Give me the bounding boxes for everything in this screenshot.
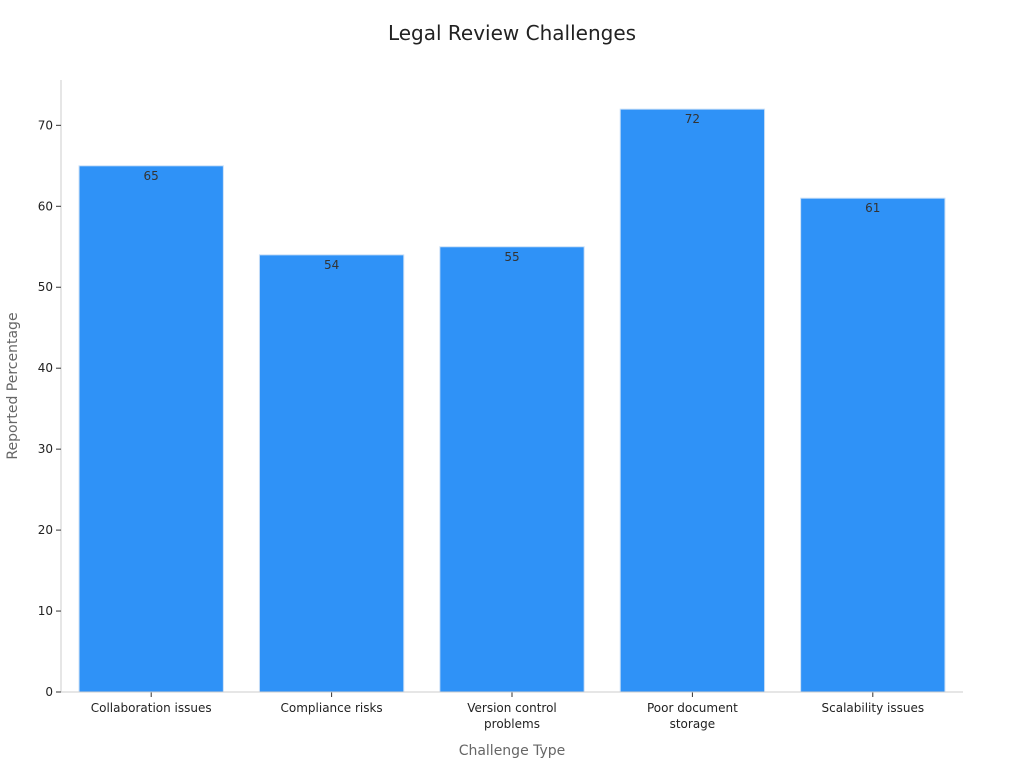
x-axis-label: Challenge Type <box>459 743 566 759</box>
x-tick-label: Scalability issues <box>822 701 925 715</box>
y-tick-label: 20 <box>38 523 53 537</box>
y-tick-label: 70 <box>38 118 53 132</box>
bar <box>78 165 224 693</box>
bar <box>619 108 766 693</box>
data-label: 72 <box>685 112 700 126</box>
y-tick-label: 0 <box>45 685 53 699</box>
data-label: 55 <box>504 250 519 264</box>
y-tick-label: 40 <box>38 361 53 375</box>
data-label: 54 <box>324 258 339 272</box>
axes-layer: Collaboration issues Compliance risks Vers… <box>38 80 963 731</box>
y-tick-label: 60 <box>38 199 53 213</box>
chart-title: Legal Review Challenges <box>388 21 636 45</box>
bar <box>258 254 405 693</box>
bars-layer: 65 54 55 72 61 <box>78 108 946 693</box>
bar <box>439 246 585 693</box>
data-label: 61 <box>865 201 880 215</box>
data-label: 65 <box>144 169 159 183</box>
x-tick-label: Compliance risks <box>281 701 383 715</box>
x-tick-label: Collaboration issues <box>91 701 212 715</box>
x-tick-label: Poor document storage <box>647 701 738 731</box>
y-tick-label: 30 <box>38 442 53 456</box>
bar <box>800 197 946 693</box>
y-tick-label: 10 <box>38 604 53 618</box>
y-tick-label: 50 <box>38 280 53 294</box>
y-axis-label: Reported Percentage <box>5 312 21 459</box>
x-tick-label: Version control problems <box>467 701 557 731</box>
